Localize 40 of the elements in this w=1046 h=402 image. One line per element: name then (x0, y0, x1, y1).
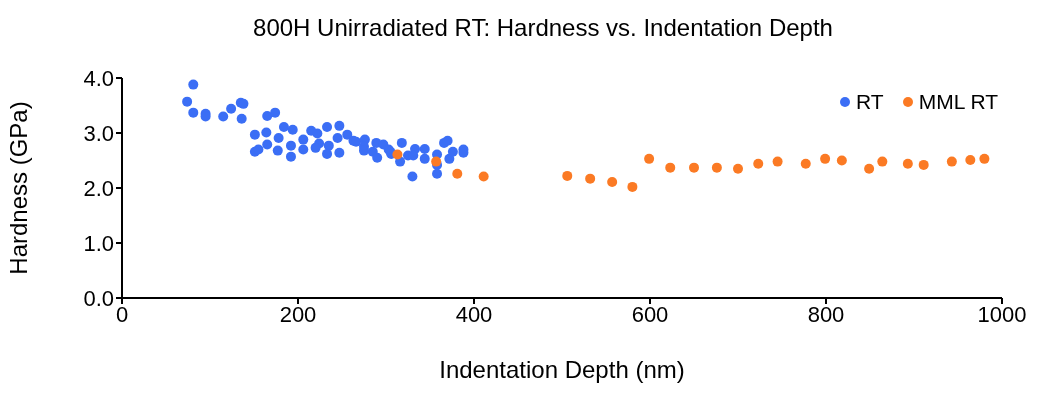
point (665, 162, 676, 173)
y-tick-label: 1.0 (83, 230, 114, 256)
point (627, 181, 638, 192)
point (562, 170, 573, 181)
chart-title: 800H Unirradiated RT: Hardness vs. Indentation Depth (252, 13, 834, 43)
point (864, 163, 875, 174)
point (392, 149, 403, 160)
point (877, 156, 888, 167)
x-tick-label: 1000 (977, 301, 1027, 327)
point (946, 156, 957, 167)
legend-label: RT (855, 90, 884, 114)
point (902, 158, 913, 169)
point (478, 171, 489, 182)
x-axis-title: Indentation Depth (nm) (439, 356, 685, 383)
point (585, 173, 596, 184)
point (772, 156, 783, 167)
point (689, 162, 699, 173)
y-tick-label: 3.0 (83, 120, 114, 146)
point (979, 153, 990, 164)
point (644, 153, 655, 164)
point (711, 162, 722, 173)
y-axis-title: Hardness (GPa) (4, 101, 32, 275)
y-tick-label: 0.0 (83, 285, 114, 311)
y-tick-label: 4.0 (83, 65, 114, 91)
x-tick-label: 600 (631, 301, 669, 327)
point (965, 154, 976, 165)
legend-label: MML RT (917, 90, 998, 114)
point (800, 158, 811, 169)
x-tick-label: 400 (455, 301, 493, 327)
point (452, 168, 463, 179)
point (820, 153, 831, 164)
x-tick-label: 200 (279, 301, 317, 327)
point (753, 158, 764, 169)
y-tick-label: 2.0 (83, 175, 114, 201)
point (733, 163, 743, 174)
x-tick-label: 800 (807, 301, 845, 327)
point (607, 176, 618, 187)
x-tick-label: 0 (115, 301, 129, 327)
point (836, 155, 847, 166)
point (918, 159, 929, 170)
